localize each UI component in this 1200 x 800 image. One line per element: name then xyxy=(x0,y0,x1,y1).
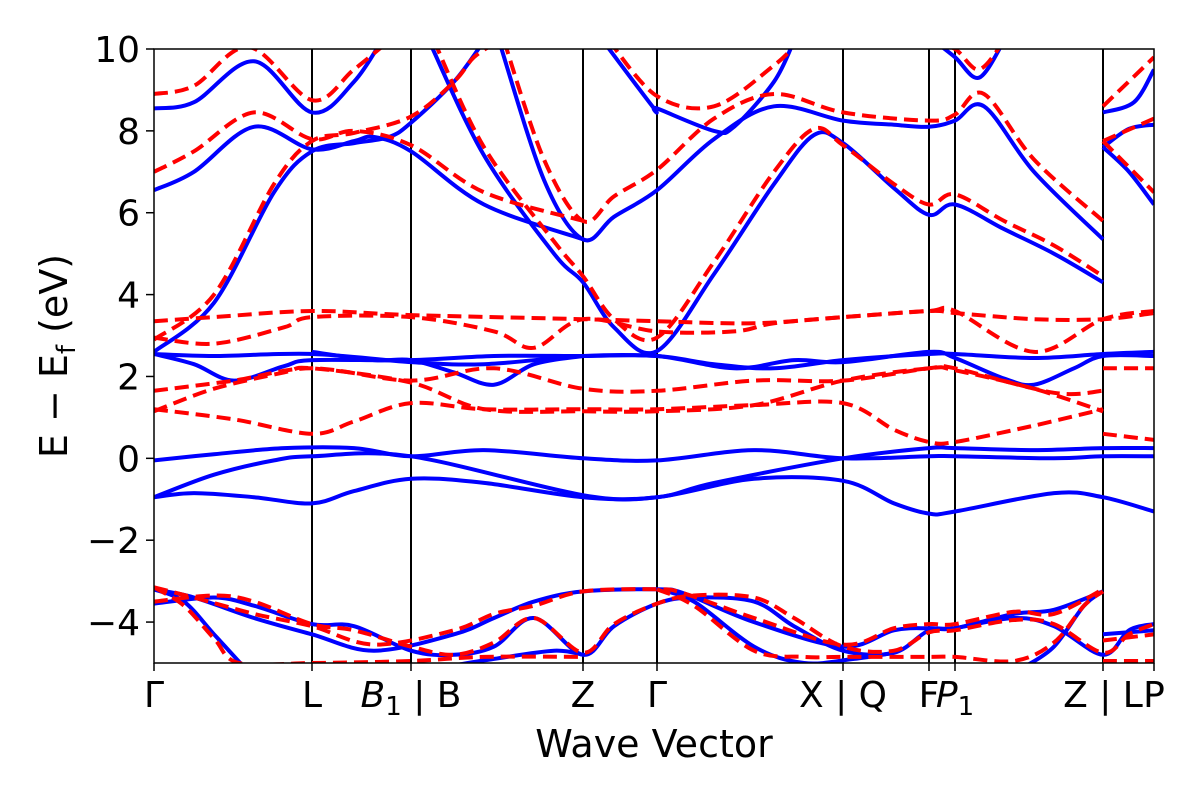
dashed-bands-band-20 xyxy=(656,587,1105,663)
y-axis-title: E − Ef (eV) xyxy=(32,254,82,458)
solid-bands-band-9 xyxy=(1101,145,1154,206)
y-tick-label: 6 xyxy=(117,194,140,235)
y-tick-label: 0 xyxy=(117,439,140,480)
dashed-bands-band-7 xyxy=(1101,55,1154,108)
x-tick-label: Γ xyxy=(144,675,164,716)
plot-frame xyxy=(153,48,1155,664)
solid-bands-band-3 xyxy=(499,49,1105,243)
solid-bands-band-5 xyxy=(606,49,793,136)
solid-bands-band-15 xyxy=(154,475,1154,517)
x-tick-label: Γ xyxy=(647,675,667,716)
dashed-bands xyxy=(154,49,1154,663)
x-tick-label: Z xyxy=(571,675,596,716)
dashed-bands-band-5 xyxy=(612,49,795,111)
x-tick-label: L xyxy=(302,675,322,716)
dashed-bands-band-11 xyxy=(154,305,1154,354)
solid-bands-band-11 xyxy=(154,349,1154,388)
x-tick-label: P xyxy=(1143,675,1165,716)
y-axis-title-main: E − E xyxy=(32,354,76,458)
dashed-bands-band-4 xyxy=(435,49,1105,343)
dashed-bands-band-10 xyxy=(154,308,1154,326)
solid-bands-band-6 xyxy=(941,49,1002,80)
dashed-bands-band-6 xyxy=(950,49,1001,72)
dashed-bands-band-17 xyxy=(154,585,1104,647)
y-tick-label: 4 xyxy=(117,276,140,317)
y-tick-label: −4 xyxy=(87,603,140,644)
y-tick-label: 2 xyxy=(117,357,140,398)
y-tick-label: 10 xyxy=(94,30,140,71)
dashed-bands-band-2 xyxy=(154,49,490,342)
solid-bands-band-0 xyxy=(154,49,379,115)
y-tick-label: 8 xyxy=(117,112,140,153)
dashed-bands-band-0 xyxy=(154,49,383,103)
solid-bands-band-2 xyxy=(154,49,481,354)
dashed-bands-band-18 xyxy=(154,592,1154,657)
dashed-bands-band-8 xyxy=(1102,116,1154,143)
x-tick-label: Z | L xyxy=(1063,675,1143,716)
solid-bands-band-1 xyxy=(154,124,584,242)
solid-bands-band-13 xyxy=(154,445,1154,463)
dashed-bands-band-16 xyxy=(1102,431,1154,442)
y-axis-title-unit: (eV) xyxy=(32,254,76,345)
y-axis-title-sub: f xyxy=(52,344,82,354)
solid-bands-band-7 xyxy=(1102,68,1154,115)
solid-bands-band-20 xyxy=(456,648,584,663)
solid-bands-band-4 xyxy=(430,49,1105,356)
x-tick-label: P1 xyxy=(936,675,974,722)
band-lines xyxy=(154,49,1154,663)
x-tick-label: B1 | B xyxy=(361,675,462,722)
dashed-bands-band-22 xyxy=(1102,632,1154,643)
dashed-bands-band-19 xyxy=(154,585,584,663)
dashed-bands-band-1 xyxy=(154,110,584,223)
x-tick-label: X | Q xyxy=(799,675,887,716)
y-axis-ticks: −4 −2 0 2 4 6 8 10 xyxy=(87,30,154,644)
dashed-bands-band-14 xyxy=(154,399,1104,446)
dashed-bands-band-3 xyxy=(504,49,1105,224)
y-tick-label: −2 xyxy=(87,521,140,562)
x-tick-label: F xyxy=(919,675,940,716)
x-axis-title: Wave Vector xyxy=(535,722,773,766)
solid-bands-band-18 xyxy=(154,587,243,663)
dashed-bands-band-9 xyxy=(1101,139,1154,194)
dashed-bands-band-12 xyxy=(154,363,1104,397)
